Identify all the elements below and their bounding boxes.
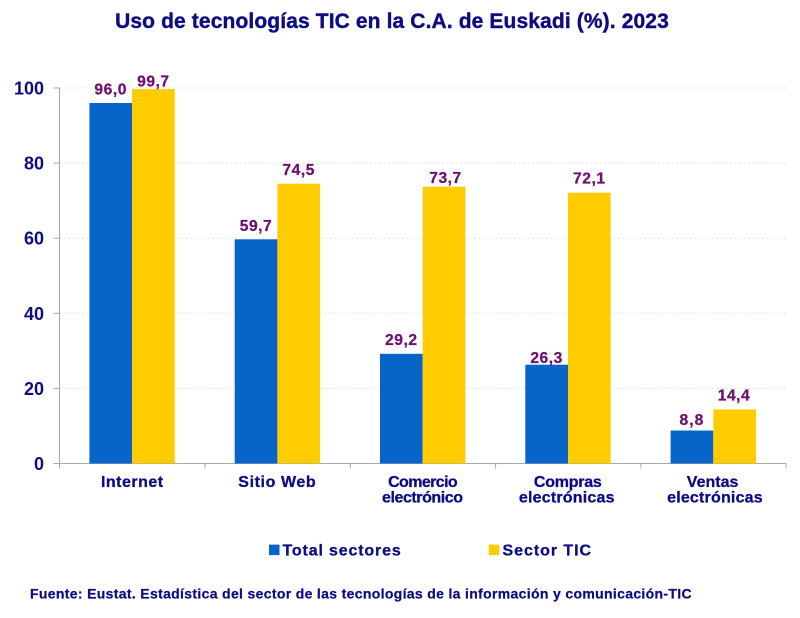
svg-text:Fuente: Eustat. Estadística de: Fuente: Eustat. Estadística del sector d… [30,586,692,602]
svg-text:Internet: Internet [101,474,164,491]
svg-text:Compras: Compras [534,474,602,491]
svg-text:8,8: 8,8 [679,412,704,429]
svg-text:Comercio: Comercio [388,474,458,491]
svg-text:80: 80 [24,154,44,174]
svg-text:60: 60 [24,229,44,249]
svg-text:72,1: 72,1 [573,171,606,188]
svg-text:Sitio Web: Sitio Web [238,474,316,491]
svg-text:20: 20 [24,379,44,399]
svg-text:Total sectores: Total sectores [283,543,402,560]
svg-text:Ventas: Ventas [687,474,739,491]
svg-text:73,7: 73,7 [429,170,462,187]
svg-text:electrónicas: electrónicas [519,489,615,506]
svg-text:59,7: 59,7 [240,218,273,235]
svg-text:100: 100 [14,79,44,99]
svg-text:40: 40 [24,304,44,324]
svg-text:electrónicas: electrónicas [667,489,763,506]
svg-text:96,0: 96,0 [94,82,127,99]
svg-text:26,3: 26,3 [530,350,563,367]
svg-text:electrónico: electrónico [382,489,463,506]
svg-text:29,2: 29,2 [385,332,418,349]
svg-text:99,7: 99,7 [137,74,170,91]
svg-text:14,4: 14,4 [718,388,751,405]
svg-text:0: 0 [34,454,44,474]
svg-text:Sector TIC: Sector TIC [503,543,593,560]
svg-text:Uso de tecnologías TIC en la C: Uso de tecnologías TIC en la C.A. de Eus… [115,10,669,33]
svg-text:74,5: 74,5 [282,162,315,179]
